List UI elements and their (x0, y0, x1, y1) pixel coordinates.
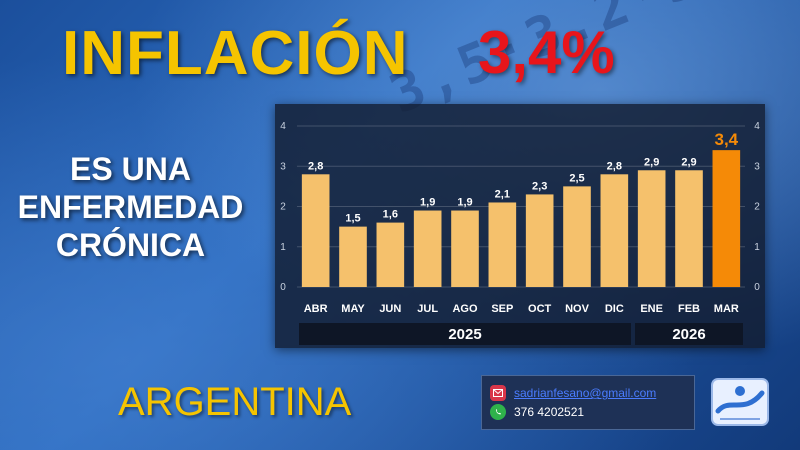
category-label: OCT (528, 303, 552, 315)
data-label: 2,1 (495, 188, 510, 200)
y-tick-label-left: 4 (280, 121, 286, 132)
bar (712, 150, 741, 287)
data-label: 2,5 (569, 172, 584, 184)
bar (339, 226, 367, 287)
category-label: ENE (640, 303, 663, 315)
y-tick-label-right: 0 (754, 282, 760, 293)
page-title: INFLACIÓN (62, 19, 409, 88)
bar (413, 210, 442, 287)
chart-panel: 0 0 1 1 2 2 3 3 4 4 2,8 ABR 1,5 MAY 1,6 JUN 1,9 JUL 1,9 AGO… (275, 104, 765, 348)
bar-chart: 0 0 1 1 2 2 3 3 4 4 2,8 ABR 1,5 MAY 1,6 JUN 1,9 JUL 1,9 AGO… (280, 121, 760, 345)
contact-box: sadrianfesano@gmail.com 376 4202521 (481, 375, 695, 430)
brand-logo (710, 377, 770, 427)
mail-icon (490, 385, 506, 401)
data-label: 1,6 (383, 209, 398, 221)
category-label: DIC (605, 303, 624, 315)
y-tick-label-right: 3 (754, 161, 760, 172)
category-label: JUL (417, 303, 438, 315)
category-label: AGO (452, 303, 478, 315)
bar (301, 174, 330, 287)
y-tick-label-right: 4 (754, 121, 760, 132)
category-label: ABR (304, 303, 328, 315)
group-label: 2025 (448, 326, 481, 343)
data-label: 2,9 (681, 156, 696, 168)
whatsapp-icon (490, 404, 506, 420)
inflation-rate: 3,4% (478, 19, 615, 86)
data-label: 3,4 (715, 130, 739, 149)
bar (637, 170, 666, 287)
country-label: ARGENTINA (118, 380, 352, 424)
phone-number: 376 4202521 (514, 405, 585, 419)
bar (525, 194, 554, 287)
data-label: 2,9 (644, 156, 659, 168)
data-label: 2,3 (532, 180, 547, 192)
data-label: 2,8 (607, 160, 622, 172)
email-link[interactable]: sadrianfesano@gmail.com (514, 386, 657, 400)
bar (451, 210, 479, 287)
group-label: 2026 (672, 326, 705, 343)
category-label: MAR (714, 303, 739, 315)
category-label: SEP (491, 303, 513, 315)
data-label: 1,9 (420, 197, 435, 209)
data-label: 2,8 (308, 160, 323, 172)
phone-row: 376 4202521 (490, 404, 584, 420)
bar (376, 222, 405, 287)
subtitle-line: ENFERMEDAD (17, 189, 244, 225)
bar (488, 202, 517, 287)
category-label: NOV (565, 303, 590, 315)
y-tick-label-right: 2 (754, 202, 760, 213)
category-label: FEB (678, 303, 700, 315)
group-band (299, 323, 631, 345)
bar (675, 170, 703, 287)
y-tick-label-left: 2 (280, 202, 286, 213)
bar (600, 174, 629, 287)
data-label: 1,9 (457, 197, 472, 209)
subtitle: ES UNA ENFERMEDAD CRÓNICA (8, 150, 253, 264)
bar (563, 186, 591, 287)
group-band (635, 323, 743, 345)
category-label: MAY (341, 303, 365, 315)
y-tick-label-left: 3 (280, 161, 286, 172)
y-tick-label-left: 1 (280, 242, 286, 253)
subtitle-line: CRÓNICA (55, 227, 206, 263)
y-tick-label-right: 1 (754, 242, 760, 253)
category-label: JUN (379, 303, 401, 315)
email-row: sadrianfesano@gmail.com (490, 385, 656, 401)
subtitle-line: ES UNA (70, 151, 191, 187)
y-tick-label-left: 0 (280, 282, 286, 293)
data-label: 1,5 (345, 213, 360, 225)
